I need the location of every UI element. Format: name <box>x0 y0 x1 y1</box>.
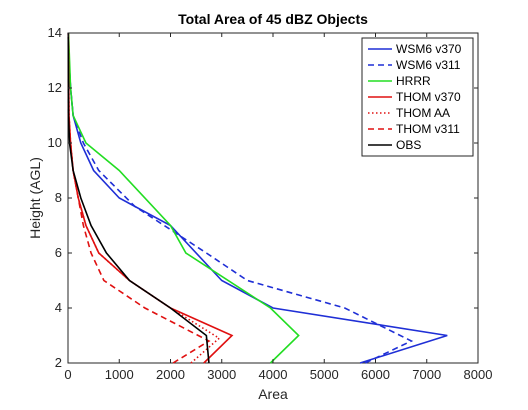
series-layer <box>67 32 448 364</box>
y-tick-label: 12 <box>48 80 62 95</box>
y-tick-label: 8 <box>55 190 62 205</box>
legend-entry: HRRR <box>396 74 431 88</box>
legend: WSM6 v370 WSM6 v311 HRRR THOM v370 THOM AA TH… <box>361 37 474 157</box>
y-tick-label: 14 <box>48 25 62 40</box>
series-line-hrrr <box>67 32 300 364</box>
x-tick-label: 5000 <box>310 367 339 382</box>
x-tick-label: 4000 <box>259 367 288 382</box>
legend-entry: THOM v370 <box>396 90 461 104</box>
x-tick-label: 0 <box>64 367 71 382</box>
x-tick-label: 1000 <box>105 367 134 382</box>
legend-entry: THOM AA <box>396 106 450 120</box>
legend-entry: WSM6 v370 <box>396 42 462 56</box>
legend-entry: WSM6 v311 <box>396 58 461 72</box>
legend-entry: THOM v311 <box>396 122 460 136</box>
ticks-layer: 0 1000 2000 3000 4000 5000 6000 7000 8000 2 4 6 8 10 1… <box>48 25 493 382</box>
x-tick-label: 6000 <box>361 367 390 382</box>
x-tick-label: 2000 <box>156 367 185 382</box>
x-tick-label: 3000 <box>207 367 236 382</box>
y-tick-label: 4 <box>55 300 62 315</box>
y-tick-label: 6 <box>55 245 62 260</box>
series-line-obs <box>67 32 210 364</box>
x-tick-label: 7000 <box>412 367 441 382</box>
chart-title: Total Area of 45 dBZ Objects <box>178 11 368 27</box>
y-tick-label: 10 <box>48 135 62 150</box>
x-tick-label: 8000 <box>464 367 493 382</box>
legend-entry: OBS <box>396 138 421 152</box>
y-tick-label: 2 <box>55 355 62 370</box>
y-axis-label: Height (AGL) <box>27 157 43 239</box>
x-axis-label: Area <box>258 386 288 402</box>
